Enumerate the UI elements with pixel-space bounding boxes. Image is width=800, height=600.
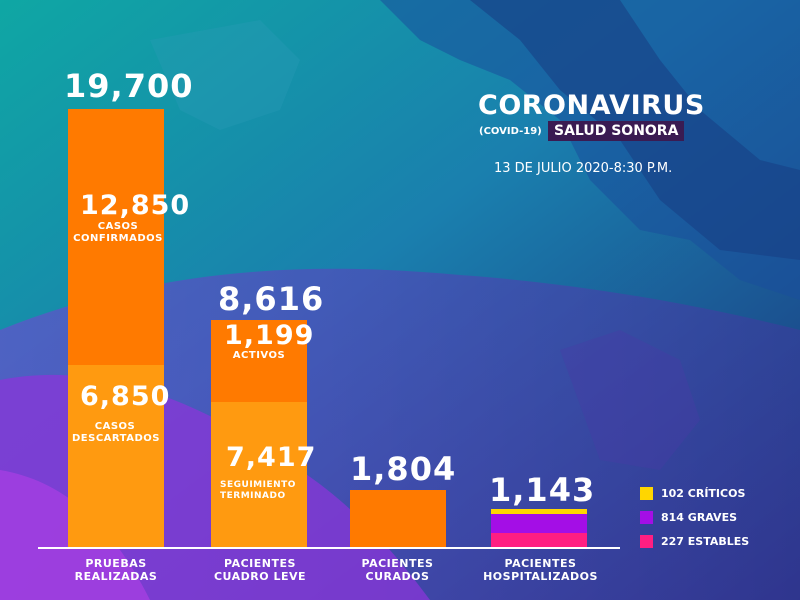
category-label-hospitalizados: PACIENTES HOSPITALIZADOS bbox=[483, 557, 598, 583]
page-subtitle: (COVID-19) bbox=[479, 126, 542, 137]
total-pruebas: 19,700 bbox=[64, 67, 194, 105]
bar-curados bbox=[350, 490, 446, 547]
legend-label-criticos: 102 CRÍTICOS bbox=[661, 487, 746, 500]
total-hospitalizados: 1,143 bbox=[489, 471, 596, 509]
x-axis-baseline bbox=[38, 547, 620, 549]
value-activos: 1,199 bbox=[224, 320, 315, 351]
label-activos: ACTIVOS bbox=[232, 350, 286, 361]
date-label: 13 DE JULIO 2020-8:30 P.M. bbox=[494, 161, 673, 176]
bar-seguimiento bbox=[211, 402, 307, 547]
category-label-leve: PACIENTES CUADRO LEVE bbox=[213, 557, 306, 583]
page-title: CORONAVIRUS bbox=[478, 90, 705, 121]
value-descartados: 6,850 bbox=[80, 381, 171, 412]
bar-criticos bbox=[491, 509, 587, 514]
legend-label-estables: 227 ESTABLES bbox=[661, 535, 750, 548]
legend-swatch-estables bbox=[640, 535, 653, 548]
total-curados: 1,804 bbox=[350, 450, 457, 488]
value-seguimiento: 7,417 bbox=[226, 442, 317, 473]
legend-label-graves: 814 GRAVES bbox=[661, 511, 738, 524]
label-seguimiento: SEGUIMIENTO TERMINADO bbox=[220, 480, 296, 501]
label-confirmados: CASOS CONFIRMADOS bbox=[73, 221, 163, 244]
category-label-pruebas: PRUEBAS REALIZADAS bbox=[74, 557, 158, 583]
legend-swatch-graves bbox=[640, 511, 653, 524]
total-leve: 8,616 bbox=[218, 280, 325, 318]
legend-swatch-criticos bbox=[640, 487, 653, 500]
brand-badge: SALUD SONORA bbox=[548, 121, 685, 141]
bar-confirmados bbox=[68, 109, 164, 365]
bar-graves bbox=[491, 514, 587, 533]
label-descartados: CASOS DESCARTADOS bbox=[72, 421, 160, 444]
bar-activos bbox=[211, 320, 307, 402]
value-confirmados: 12,850 bbox=[80, 190, 191, 221]
category-label-curados: PACIENTES CURADOS bbox=[361, 557, 434, 583]
bar-estables bbox=[491, 533, 587, 547]
bar-descartados bbox=[68, 365, 164, 547]
